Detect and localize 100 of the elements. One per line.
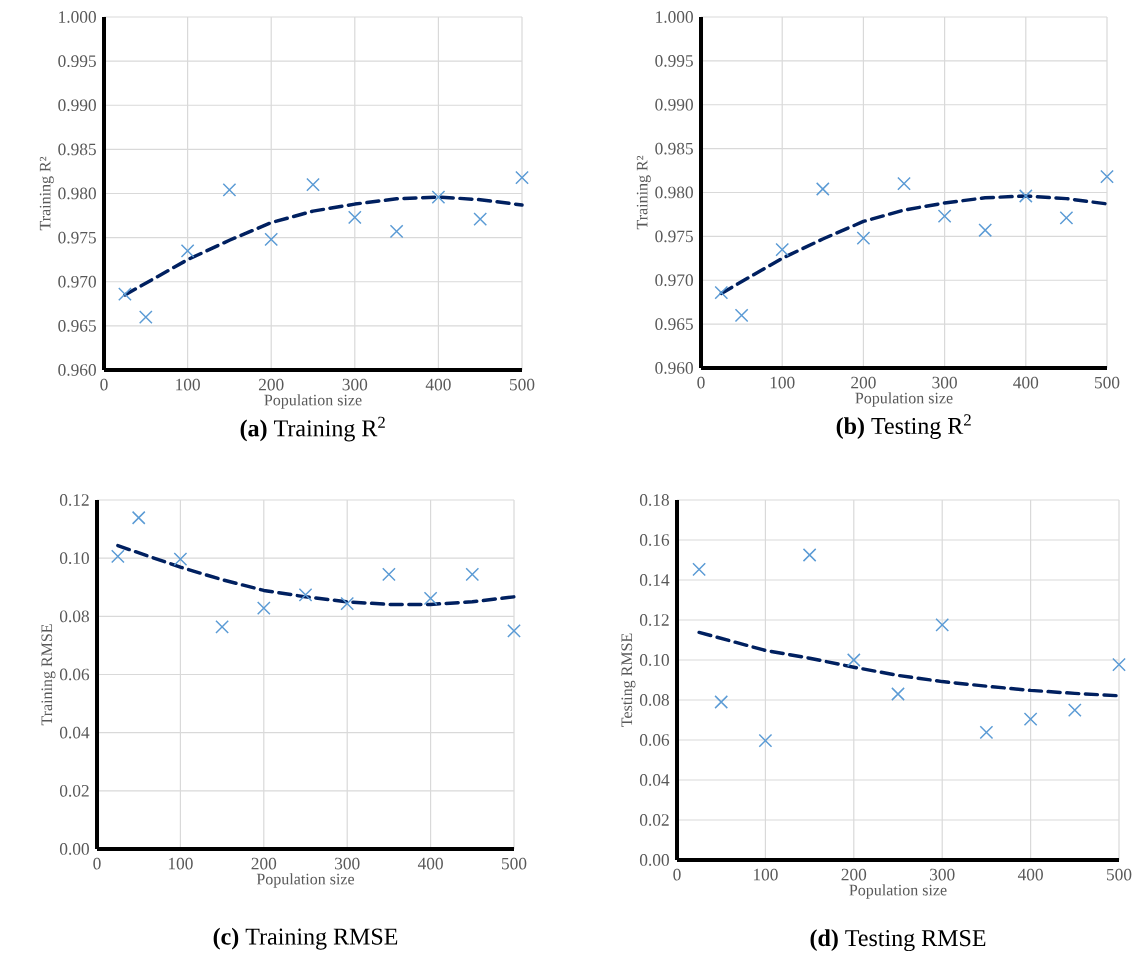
- point: [978, 223, 993, 238]
- point: [1100, 169, 1114, 184]
- y-tick-label: 0.980: [655, 186, 693, 199]
- point: [423, 591, 438, 606]
- x-axis-title: Population size: [855, 392, 953, 407]
- point: [306, 177, 320, 192]
- y-tick-label: 0.06: [59, 668, 90, 681]
- point: [891, 687, 905, 701]
- x-tick-label: 200: [841, 868, 867, 881]
- x-tick-label: 400: [1013, 376, 1039, 389]
- y-tick-label: 0.16: [639, 534, 670, 546]
- x-tick-label: 100: [176, 378, 200, 391]
- y-tick-label: 0.965: [58, 319, 96, 332]
- point: [856, 231, 871, 245]
- y-tick-label: 0.00: [59, 843, 89, 855]
- point: [473, 212, 488, 226]
- y-tick-label: 0.995: [655, 55, 693, 67]
- point: [382, 567, 396, 582]
- x-tick-label: 500: [1095, 376, 1120, 389]
- point: [118, 287, 132, 301]
- y-tick-label: 0.965: [655, 318, 693, 331]
- line-series: [719, 194, 1109, 296]
- point: [802, 548, 817, 562]
- point: [347, 210, 362, 225]
- point: [215, 619, 229, 634]
- x-tick-label: 100: [770, 376, 795, 389]
- x-tick-label: 100: [753, 868, 778, 881]
- line-series: [116, 543, 516, 607]
- x-tick-label: 300: [930, 868, 955, 881]
- point: [110, 549, 125, 564]
- point: [298, 587, 313, 602]
- y-tick-label: 0.995: [58, 55, 96, 68]
- y-tick-label: 0.08: [639, 694, 669, 706]
- text: (a) Training R$^{2}$: [240, 416, 385, 442]
- x-tick-label: 0: [697, 376, 705, 389]
- point: [775, 242, 790, 257]
- x-tick-label: 500: [1107, 868, 1132, 881]
- y-tick-label: 0.975: [655, 230, 693, 243]
- text: (d) Testing RMSE: [810, 929, 986, 952]
- point: [714, 695, 729, 709]
- point: [935, 617, 950, 632]
- point: [173, 552, 188, 566]
- y-tick-label: 0.990: [655, 98, 693, 111]
- y-tick-label: 0.02: [639, 814, 669, 826]
- y-tick-label: 0.990: [58, 99, 96, 112]
- y-tick-label: 0.10: [639, 654, 669, 666]
- y-axis-title: Training R²: [39, 156, 54, 231]
- y-tick-label: 0.10: [59, 552, 89, 565]
- y-tick-label: 0.975: [58, 231, 96, 244]
- x-axis-title: Population size: [256, 873, 355, 888]
- y-tick-label: 0.970: [655, 274, 693, 287]
- y-tick-label: 0.08: [59, 610, 89, 623]
- y-axis-title: Training R²: [636, 155, 651, 230]
- y-tick-label: 0.02: [59, 784, 89, 797]
- y-tick-label: 0.00: [639, 854, 669, 866]
- point: [979, 725, 994, 740]
- point: [714, 285, 729, 300]
- point: [1018, 189, 1033, 203]
- point: [431, 190, 446, 204]
- x-tick-label: 300: [335, 857, 360, 870]
- x-tick-label: 0: [93, 857, 101, 870]
- text: (b) Testing R$^{2}$: [836, 414, 971, 440]
- x-tick-label: 0: [100, 378, 108, 391]
- point: [515, 170, 529, 185]
- y-tick-label: 0.970: [58, 275, 96, 288]
- x-axis-title: Population size: [849, 884, 947, 899]
- x-tick-label: 200: [258, 378, 284, 391]
- point: [758, 733, 773, 748]
- point: [1112, 657, 1126, 672]
- point: [1059, 211, 1074, 225]
- point: [131, 510, 146, 525]
- y-tick-label: 1.000: [59, 11, 96, 23]
- y-tick-label: 0.18: [639, 494, 669, 506]
- y-axis-title: Testing RMSE: [621, 633, 636, 727]
- point: [846, 653, 861, 667]
- line-series: [697, 630, 1121, 698]
- x-tick-label: 300: [932, 376, 957, 389]
- x-tick-label: 400: [425, 378, 451, 391]
- y-tick-label: 0.04: [639, 774, 670, 786]
- y-tick-label: 1.000: [656, 11, 693, 23]
- text: (c) Training RMSE: [213, 927, 398, 950]
- y-axis-title: Training RMSE: [41, 624, 56, 726]
- x-tick-label: 200: [251, 857, 277, 870]
- point: [222, 183, 237, 197]
- point: [1067, 703, 1082, 718]
- x-tick-label: 500: [510, 378, 535, 391]
- point: [937, 209, 952, 224]
- point: [264, 232, 279, 247]
- point: [340, 596, 355, 611]
- point: [734, 308, 749, 323]
- y-tick-label: 0.04: [59, 726, 90, 739]
- point: [507, 624, 521, 638]
- point: [1023, 712, 1038, 727]
- y-tick-label: 0.980: [58, 187, 96, 200]
- x-axis-title: Population size: [264, 394, 362, 409]
- y-tick-label: 0.985: [655, 142, 693, 155]
- x-tick-label: 100: [168, 857, 193, 870]
- point: [465, 567, 480, 582]
- x-tick-label: 400: [417, 857, 443, 870]
- point: [815, 182, 830, 196]
